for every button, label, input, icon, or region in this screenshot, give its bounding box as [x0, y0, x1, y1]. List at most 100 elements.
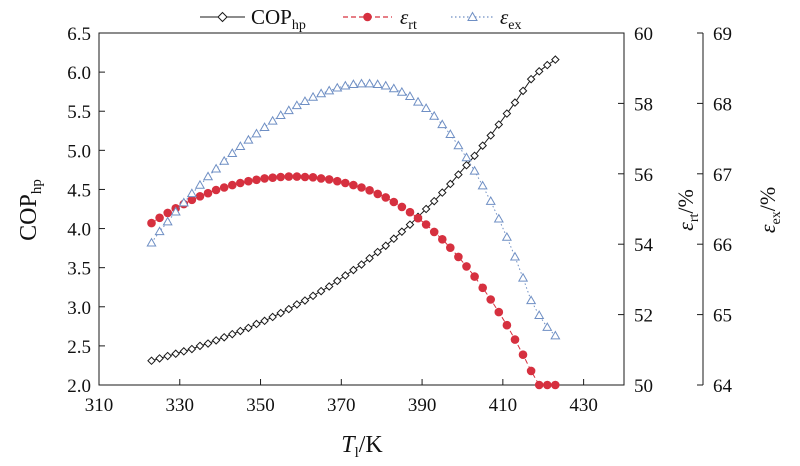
data-point	[509, 251, 521, 261]
y-right1-tick-label: 58	[634, 94, 653, 115]
data-point	[477, 180, 488, 190]
data-point	[365, 186, 374, 195]
data-point	[486, 131, 496, 140]
data-point	[178, 197, 189, 207]
data-point	[412, 96, 424, 106]
data-point	[397, 202, 407, 212]
data-point	[146, 237, 157, 247]
data-point	[349, 265, 358, 275]
data-point	[396, 86, 407, 96]
data-point	[373, 189, 383, 199]
x-tick-label: 310	[85, 395, 114, 416]
data-point	[155, 354, 164, 363]
data-point	[365, 253, 374, 263]
y-right2-tick-label: 66	[713, 235, 732, 256]
ticks: 310 330 350 370 390 410 430 2.0 2.5 3.0 3.5 4.0 4.5 5…	[67, 24, 732, 416]
x-tick-label: 390	[408, 395, 437, 416]
data-point	[550, 330, 561, 340]
data-point	[284, 172, 294, 181]
data-point	[292, 300, 302, 309]
data-point	[162, 216, 173, 226]
data-point	[195, 341, 205, 351]
data-point	[227, 329, 237, 339]
data-point	[219, 332, 229, 342]
data-point	[397, 227, 407, 236]
y-left-tick-label: 3.5	[67, 259, 91, 280]
data-point	[203, 188, 213, 198]
data-point	[340, 80, 351, 90]
series-eps-ex	[146, 78, 561, 340]
data-point	[260, 174, 269, 183]
data-point	[163, 208, 172, 218]
series-line	[151, 83, 556, 337]
data-point	[421, 204, 431, 214]
y-left-tick-label: 5.5	[67, 102, 91, 123]
data-point	[356, 78, 367, 88]
data-point	[357, 183, 366, 192]
data-point	[485, 196, 496, 205]
data-point	[438, 235, 447, 244]
data-point	[534, 67, 544, 76]
data-point	[291, 100, 302, 110]
legend: COPhp εrt εex	[200, 5, 522, 33]
x-tick-label: 430	[569, 395, 598, 416]
series	[146, 55, 561, 390]
y-right2-tick-label: 69	[713, 24, 732, 45]
data-point	[421, 103, 432, 112]
y-left-tick-label: 6.0	[67, 63, 91, 84]
data-point	[267, 115, 278, 125]
data-point	[446, 243, 455, 252]
data-point	[380, 80, 391, 90]
y-right2-axis-title: εex/%	[755, 187, 784, 233]
data-point	[154, 226, 165, 236]
data-point	[486, 295, 496, 304]
data-point	[413, 213, 423, 223]
y-right1-tick-label: 54	[634, 235, 654, 256]
data-point	[275, 110, 286, 120]
data-point	[332, 82, 343, 92]
data-point	[268, 173, 278, 182]
data-point	[405, 220, 415, 229]
data-point	[316, 88, 327, 98]
data-point	[551, 55, 560, 64]
data-point	[404, 91, 416, 101]
y-left-tick-label: 4.0	[67, 220, 91, 241]
x-axis-title: Tl/K	[341, 432, 383, 461]
data-point	[244, 323, 253, 333]
data-point	[429, 110, 440, 120]
data-point	[332, 276, 342, 286]
data-point	[308, 291, 318, 301]
data-point	[453, 140, 464, 150]
data-point	[517, 272, 529, 282]
legend-item-cop: COPhp	[200, 5, 306, 33]
legend-item-eps-rt: εrt	[343, 5, 417, 33]
series-cop-hp	[147, 55, 560, 366]
data-point	[518, 350, 528, 360]
data-point	[518, 86, 528, 96]
data-point	[147, 356, 156, 366]
data-point	[163, 351, 172, 361]
data-point	[373, 247, 382, 257]
data-point	[405, 207, 415, 217]
data-point	[195, 192, 205, 201]
data-point	[260, 316, 269, 326]
data-point	[454, 170, 463, 179]
data-point	[461, 152, 472, 162]
legend-label-eps-ex: εex	[500, 5, 522, 33]
legend-label-cop: COPhp	[251, 5, 306, 33]
y-right2-tick-label: 67	[713, 165, 732, 186]
data-point	[243, 134, 254, 144]
y-left-tick-label: 5.0	[67, 141, 91, 162]
data-point	[211, 336, 221, 345]
data-point	[292, 172, 302, 181]
data-point	[437, 119, 448, 129]
data-point	[341, 271, 350, 280]
data-point	[502, 320, 512, 330]
data-point	[252, 319, 261, 329]
data-point	[469, 165, 480, 175]
data-point	[170, 206, 181, 216]
data-point	[388, 83, 399, 93]
data-point	[324, 85, 335, 95]
data-point	[283, 105, 294, 115]
